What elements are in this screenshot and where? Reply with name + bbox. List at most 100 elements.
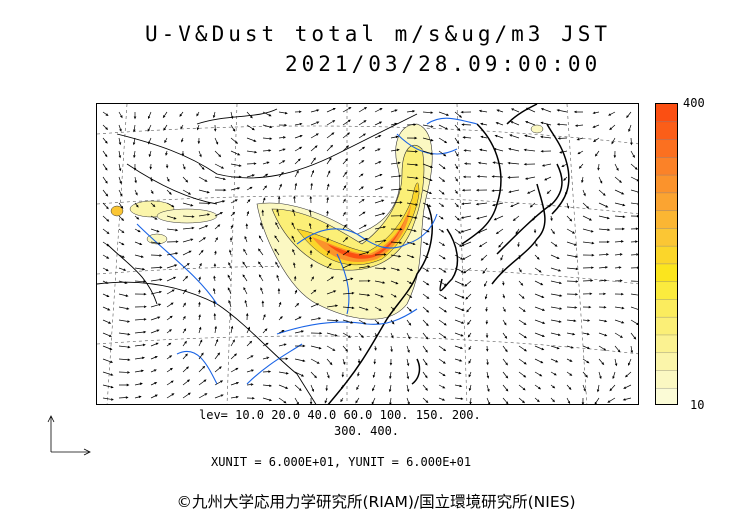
wind-vector <box>540 121 552 126</box>
wind-vector <box>326 276 334 282</box>
wind-vector <box>438 202 445 208</box>
wind-vector <box>230 395 239 399</box>
colorbar-swatch <box>656 175 677 194</box>
wind-vector <box>166 276 177 282</box>
wind-vector <box>262 314 266 321</box>
wind-vector <box>540 135 552 139</box>
wind-vector <box>198 314 201 321</box>
wind-vector <box>390 293 397 298</box>
wind-vector <box>293 262 296 269</box>
wind-vector <box>213 313 217 321</box>
wind-vector <box>550 215 553 222</box>
wind-vector <box>118 306 130 310</box>
wind-vector <box>566 202 570 209</box>
wind-vector <box>630 280 638 282</box>
wind-vector <box>326 304 339 308</box>
wind-vector <box>262 124 273 129</box>
wind-vector <box>566 384 572 390</box>
wind-vector <box>454 176 458 182</box>
wind-vector <box>422 306 430 313</box>
wind-vector <box>534 293 545 299</box>
wind-vector <box>309 397 313 404</box>
wind-vector <box>630 293 638 296</box>
dust-map-panel[interactable] <box>96 103 639 405</box>
wind-vector <box>166 355 173 360</box>
colorbar-swatch <box>656 104 677 123</box>
wind-vector <box>438 371 446 377</box>
wind-vector-field <box>102 106 638 404</box>
wind-vector <box>274 235 280 243</box>
colorbar-swatch <box>656 317 677 336</box>
wind-vector <box>262 161 270 165</box>
wind-vector <box>102 124 109 130</box>
wind-vector <box>246 174 255 178</box>
wind-vector <box>598 319 608 323</box>
wind-vector <box>275 221 280 230</box>
wind-vector <box>596 384 600 393</box>
wind-vector <box>614 332 623 338</box>
wind-vector <box>246 137 257 142</box>
wind-vector <box>422 215 431 220</box>
wind-vector <box>523 148 536 152</box>
colorbar-swatch <box>656 334 677 354</box>
wind-vector <box>389 397 392 404</box>
wind-vector <box>577 150 584 155</box>
wind-vector <box>342 306 355 310</box>
wind-vector <box>102 163 108 171</box>
wind-vector <box>438 176 446 182</box>
colorbar-swatch <box>656 228 677 247</box>
wind-vector <box>118 358 131 362</box>
colorbar-max-label: 400 <box>683 96 705 110</box>
wind-vector <box>484 280 488 287</box>
wind-vector <box>198 237 206 243</box>
wind-vector <box>309 236 312 243</box>
wind-vector <box>468 371 472 378</box>
wind-vector <box>133 124 136 133</box>
wind-vector <box>261 300 265 308</box>
wind-vector <box>166 264 178 269</box>
wind-vector <box>502 280 505 286</box>
wind-vector <box>438 228 445 233</box>
wind-vector <box>166 367 173 373</box>
wind-vector <box>627 358 632 366</box>
wind-vector <box>373 358 377 365</box>
wind-vector <box>496 109 504 113</box>
wind-vector <box>182 328 187 334</box>
wind-vector <box>278 397 287 404</box>
wind-vector <box>406 215 418 219</box>
wind-vector <box>438 358 446 364</box>
wind-vector <box>230 187 241 191</box>
wind-vector <box>118 319 131 323</box>
wind-vector <box>326 107 336 113</box>
wind-vector <box>485 345 489 352</box>
wind-vector <box>581 397 585 404</box>
wind-vector <box>422 150 434 155</box>
wind-vector <box>150 329 160 334</box>
wind-vector <box>438 137 448 144</box>
wind-vector <box>582 253 595 257</box>
wind-vector <box>262 137 273 140</box>
wind-vector <box>358 160 365 165</box>
wind-vector <box>134 280 146 283</box>
wind-vector <box>372 371 376 378</box>
wind-vector <box>198 249 204 256</box>
wind-vector <box>566 319 577 323</box>
wind-vector <box>534 397 540 403</box>
wind-vector <box>372 384 376 392</box>
wind-vector <box>102 150 108 158</box>
wind-vector <box>389 371 392 380</box>
wind-vector <box>406 176 419 180</box>
wind-vector <box>358 251 370 256</box>
wind-vector <box>518 345 527 352</box>
wind-vector <box>278 171 284 178</box>
wind-vector <box>614 279 623 282</box>
wind-vector <box>358 173 364 178</box>
wind-vector <box>118 189 123 197</box>
wind-vector <box>390 241 403 245</box>
wind-vector <box>540 149 552 153</box>
wind-vector <box>102 371 114 376</box>
wind-vector <box>422 254 429 258</box>
wind-vector <box>180 124 184 130</box>
wind-vector <box>198 189 210 194</box>
wind-vector <box>438 163 446 170</box>
